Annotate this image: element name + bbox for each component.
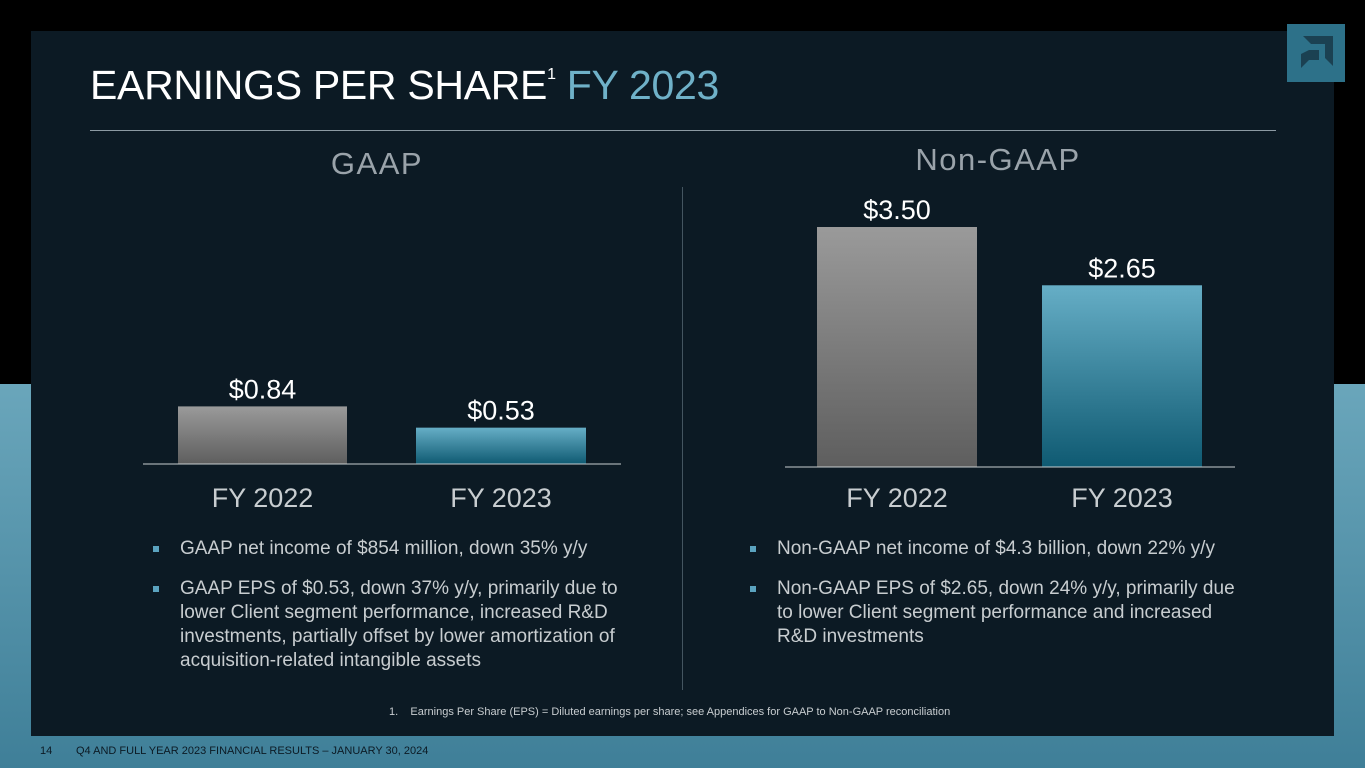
bullet-square-icon <box>750 546 756 552</box>
gaap-value-label: $0.84 <box>229 374 297 404</box>
footer-text: Q4 AND FULL YEAR 2023 FINANCIAL RESULTS … <box>76 745 429 757</box>
title-main: EARNINGS PER SHARE <box>90 62 548 108</box>
gaap-category-label: FY 2022 <box>212 483 314 513</box>
nongaap-bullet-list: Non-GAAP net income of $4.3 billion, dow… <box>745 537 1255 665</box>
title-superscript: 1 <box>547 66 556 83</box>
gaap-heading: GAAP <box>330 146 424 181</box>
gaap-bar-2 <box>416 427 586 464</box>
nongaap-bar-2 <box>1042 285 1202 467</box>
title-accent: FY 2023 <box>566 62 719 108</box>
title-rule <box>90 130 1276 131</box>
bullet-square-icon <box>153 546 159 552</box>
gaap-bullet-list: GAAP net income of $854 million, down 35… <box>148 537 648 689</box>
nongaap-value-label: $2.65 <box>1088 253 1156 283</box>
footnote: 1. Earnings Per Share (EPS) = Diluted ea… <box>389 706 951 718</box>
page-number: 14 <box>40 745 53 757</box>
nongaap-bullet-item: Non-GAAP net income of $4.3 billion, dow… <box>745 537 1255 561</box>
nongaap-value-label: $3.50 <box>863 195 931 225</box>
nongaap-heading: Non-GAAP <box>915 142 1081 177</box>
bullet-square-icon <box>153 586 159 592</box>
nongaap-bullet-text: Non-GAAP EPS of $2.65, down 24% y/y, pri… <box>777 578 1235 647</box>
column-divider <box>682 187 683 690</box>
nongaap-category-label: FY 2023 <box>1071 483 1173 513</box>
amd-logo-icon <box>1287 24 1345 82</box>
page-title: EARNINGS PER SHARE1 FY 2023 <box>90 62 719 109</box>
gaap-value-label: $0.53 <box>467 396 535 426</box>
nongaap-bullet-item: Non-GAAP EPS of $2.65, down 24% y/y, pri… <box>745 577 1255 649</box>
bullet-square-icon <box>750 586 756 592</box>
gaap-bullet-item: GAAP EPS of $0.53, down 37% y/y, primari… <box>148 577 648 673</box>
gaap-bar-1 <box>178 406 347 464</box>
gaap-bullet-item: GAAP net income of $854 million, down 35… <box>148 537 648 561</box>
nongaap-bar-1 <box>817 227 977 467</box>
gaap-category-label: FY 2023 <box>450 483 552 513</box>
gaap-bullet-text: GAAP EPS of $0.53, down 37% y/y, primari… <box>180 578 618 671</box>
nongaap-bullet-text: Non-GAAP net income of $4.3 billion, dow… <box>777 538 1215 559</box>
nongaap-category-label: FY 2022 <box>846 483 948 513</box>
gaap-bullet-text: GAAP net income of $854 million, down 35… <box>180 538 588 559</box>
